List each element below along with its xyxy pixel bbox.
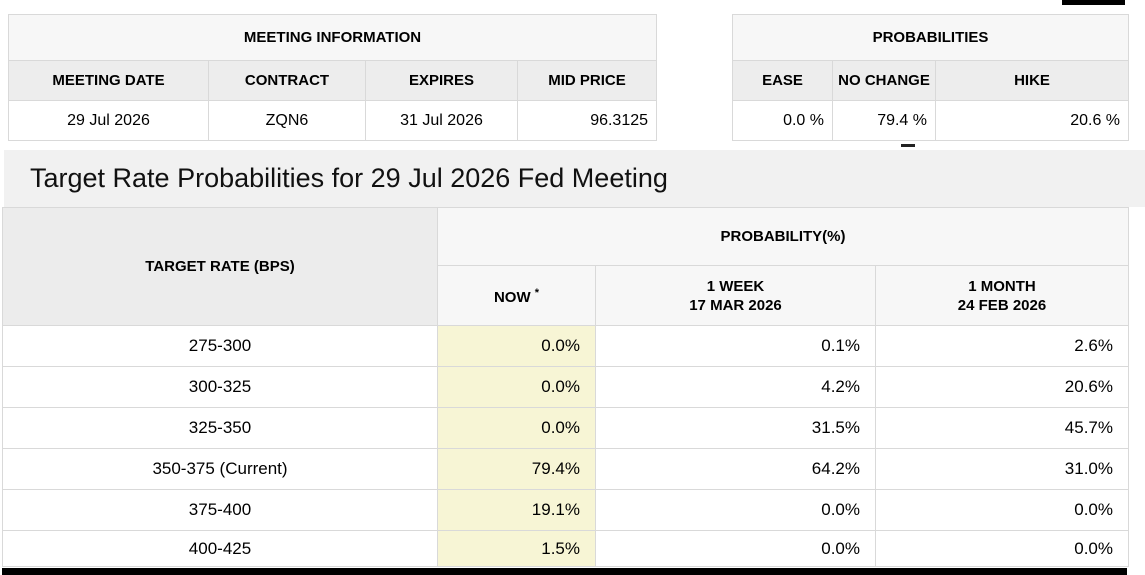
now-probability-cell: 0.0% bbox=[438, 408, 596, 449]
mid-price-value: 96.3125 bbox=[516, 100, 658, 141]
rate-range-cell: 350-375 (Current) bbox=[3, 449, 438, 490]
week-probability-cell: 0.1% bbox=[596, 326, 876, 367]
title-bar: Target Rate Probabilities for 29 Jul 202… bbox=[4, 150, 1145, 207]
meeting-information-table: MEETING INFORMATION MEETING DATE CONTRAC… bbox=[7, 14, 658, 141]
target-rate-bps-header: TARGET RATE (BPS) bbox=[3, 208, 438, 326]
week-probability-cell: 64.2% bbox=[596, 449, 876, 490]
contract-value: ZQN6 bbox=[208, 100, 366, 141]
now-footnote-asterisk: * bbox=[534, 287, 540, 299]
now-column-header: NOW * bbox=[438, 266, 596, 326]
one-month-date: 24 FEB 2026 bbox=[957, 296, 1047, 314]
hike-header: HIKE bbox=[934, 60, 1130, 101]
rate-range-cell: 300-325 bbox=[3, 367, 438, 408]
month-probability-cell: 2.6% bbox=[876, 326, 1129, 367]
table-row: 375-400 19.1% 0.0% 0.0% bbox=[3, 490, 1129, 531]
expires-header: EXPIRES bbox=[365, 60, 518, 101]
rate-range-cell: 375-400 bbox=[3, 490, 438, 531]
page-title: Target Rate Probabilities for 29 Jul 202… bbox=[30, 163, 668, 193]
one-month-column-header: 1 MONTH 24 FEB 2026 bbox=[876, 266, 1129, 326]
probabilities-title: PROBABILITIES bbox=[731, 14, 1130, 61]
month-probability-cell: 0.0% bbox=[876, 490, 1129, 531]
contract-header: CONTRACT bbox=[208, 60, 366, 101]
target-rate-table-header: TARGET RATE (BPS) PROBABILITY(%) NOW * 1… bbox=[3, 208, 1129, 326]
ease-header: EASE bbox=[732, 60, 833, 101]
meeting-date-value: 29 Jul 2026 bbox=[8, 100, 209, 141]
week-probability-cell: 0.0% bbox=[596, 531, 876, 567]
probability-subheaders: NOW * 1 WEEK 17 MAR 2026 1 MONTH 24 FEB … bbox=[438, 266, 1129, 326]
target-rate-table: TARGET RATE (BPS) PROBABILITY(%) NOW * 1… bbox=[2, 207, 1129, 567]
table-row-current: 350-375 (Current) 79.4% 64.2% 31.0% bbox=[3, 449, 1129, 490]
probability-pct-header: PROBABILITY(%) bbox=[438, 208, 1129, 266]
probabilities-table: PROBABILITIES EASE NO CHANGE HIKE 0.0 % … bbox=[731, 14, 1130, 141]
expires-value: 31 Jul 2026 bbox=[365, 100, 518, 141]
rate-range-cell: 325-350 bbox=[3, 408, 438, 449]
week-probability-cell: 0.0% bbox=[596, 490, 876, 531]
meeting-date-header: MEETING DATE bbox=[8, 60, 209, 101]
month-probability-cell: 31.0% bbox=[876, 449, 1129, 490]
one-week-column-header: 1 WEEK 17 MAR 2026 bbox=[596, 266, 876, 326]
week-probability-cell: 31.5% bbox=[596, 408, 876, 449]
hike-value: 20.6 % bbox=[934, 100, 1130, 141]
meeting-information-title: MEETING INFORMATION bbox=[7, 14, 658, 61]
now-probability-cell: 0.0% bbox=[438, 367, 596, 408]
now-label: NOW * bbox=[493, 287, 540, 306]
decorative-bar-top-right bbox=[1062, 0, 1125, 5]
now-probability-cell: 79.4% bbox=[438, 449, 596, 490]
one-week-date: 17 MAR 2026 bbox=[689, 296, 782, 314]
month-probability-cell: 45.7% bbox=[876, 408, 1129, 449]
no-change-header: NO CHANGE bbox=[832, 60, 936, 101]
no-change-value: 79.4 % bbox=[832, 100, 936, 141]
table-row: 300-325 0.0% 4.2% 20.6% bbox=[3, 367, 1129, 408]
week-probability-cell: 4.2% bbox=[596, 367, 876, 408]
table-row: 325-350 0.0% 31.5% 45.7% bbox=[3, 408, 1129, 449]
rate-range-cell: 400-425 bbox=[3, 531, 438, 567]
table-row: 275-300 0.0% 0.1% 2.6% bbox=[3, 326, 1129, 367]
mid-price-header: MID PRICE bbox=[516, 60, 658, 101]
decorative-bar-bottom bbox=[2, 568, 1127, 575]
table-row: 400-425 1.5% 0.0% 0.0% bbox=[3, 531, 1129, 567]
now-probability-cell: 0.0% bbox=[438, 326, 596, 367]
one-week-label: 1 WEEK bbox=[706, 277, 765, 295]
now-probability-cell: 19.1% bbox=[438, 490, 596, 531]
probability-header-group: PROBABILITY(%) NOW * 1 WEEK 17 MAR 2026 … bbox=[438, 208, 1129, 326]
one-month-label: 1 MONTH bbox=[968, 277, 1036, 295]
now-probability-cell: 1.5% bbox=[438, 531, 596, 567]
month-probability-cell: 0.0% bbox=[876, 531, 1129, 567]
rate-range-cell: 275-300 bbox=[3, 326, 438, 367]
ease-value: 0.0 % bbox=[732, 100, 833, 141]
month-probability-cell: 20.6% bbox=[876, 367, 1129, 408]
decorative-dash bbox=[901, 144, 915, 147]
